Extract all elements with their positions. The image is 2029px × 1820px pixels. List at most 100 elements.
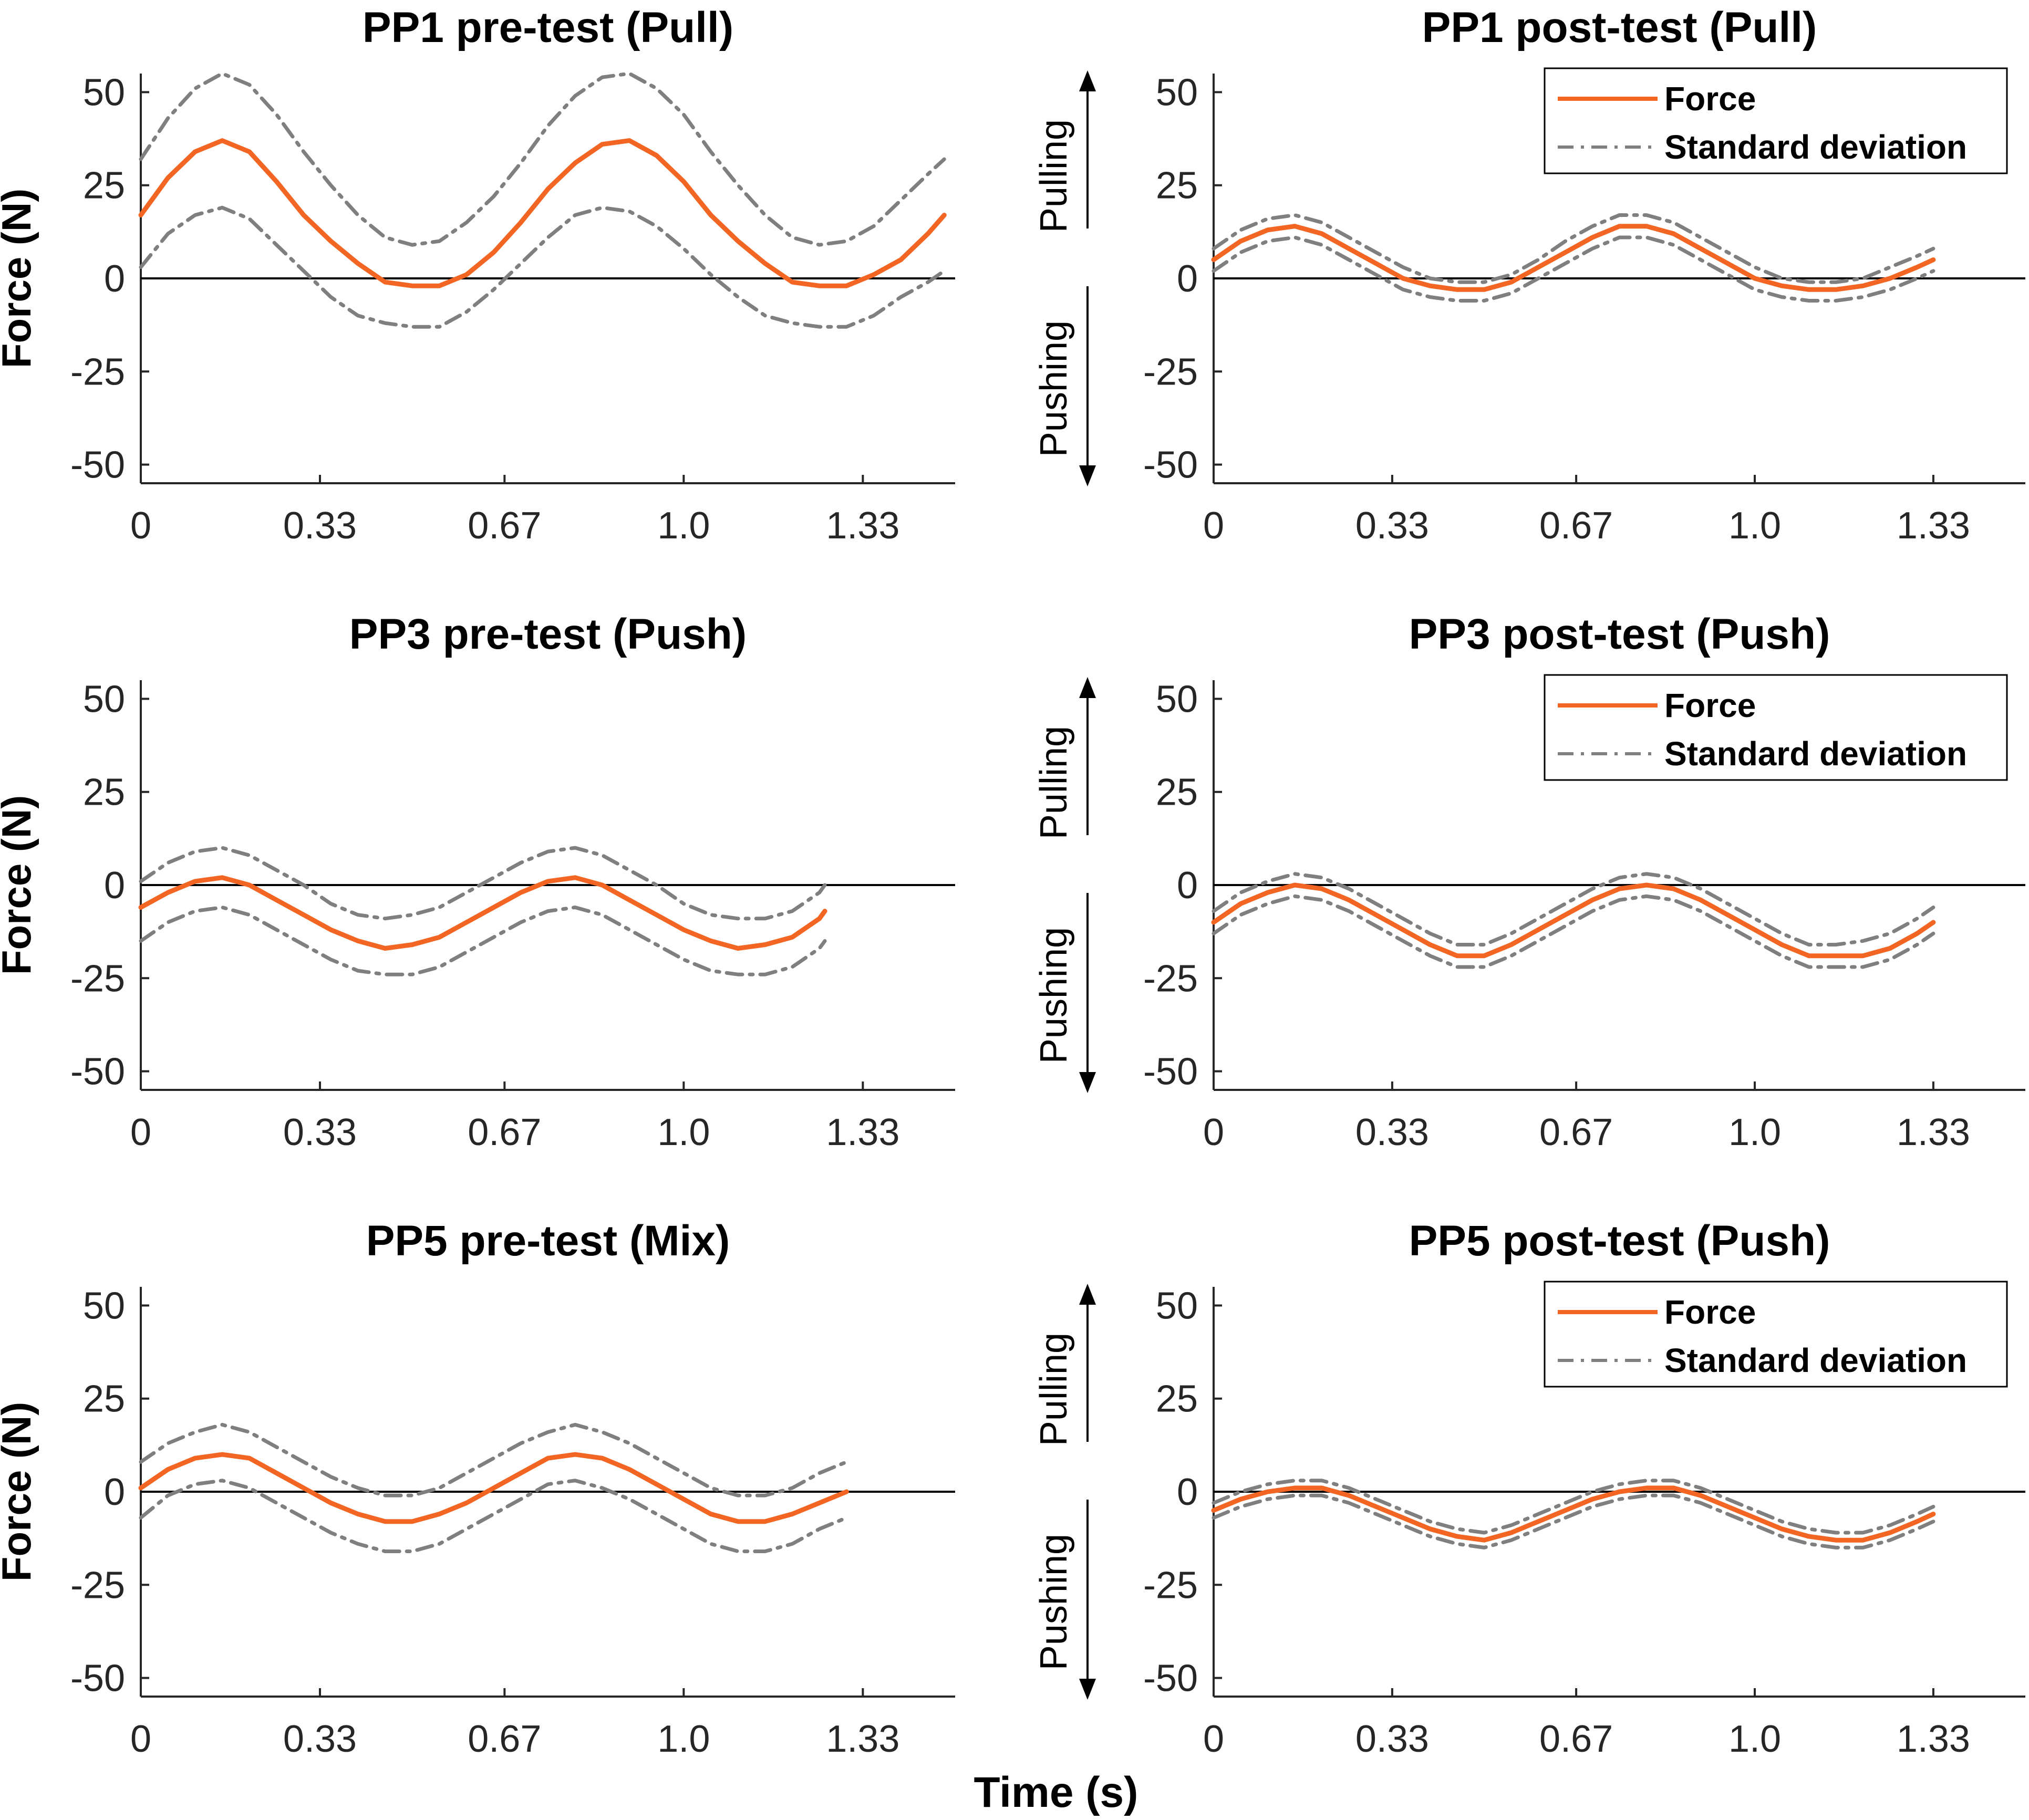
- legend-label-force: Force: [1664, 1293, 1756, 1331]
- y-tick-label: 0: [1177, 865, 1198, 907]
- y-tick-label: -25: [1143, 1564, 1198, 1606]
- arrow-down-icon: [1079, 1072, 1096, 1093]
- y-tick-label: 50: [1156, 1285, 1198, 1327]
- chart-title: PP1 post-test (Pull): [1422, 4, 1817, 51]
- legend-label-force: Force: [1664, 80, 1756, 118]
- y-tick-label: -25: [70, 351, 125, 393]
- x-tick-label: 0.67: [1539, 1111, 1613, 1153]
- x-tick-label: 0.33: [1355, 1111, 1429, 1153]
- x-tick-label: 0.67: [468, 505, 541, 547]
- series-line-std-1: [1212, 1479, 1935, 1535]
- series-line-std-1: [139, 846, 827, 921]
- x-tick-label: 1.0: [1728, 1718, 1781, 1760]
- y-tick-label: 0: [104, 1471, 125, 1513]
- arrow-up-icon: [1079, 70, 1096, 91]
- series-line-std-2: [139, 906, 827, 976]
- legend-box: [1544, 674, 2008, 781]
- x-tick-label: 0.33: [283, 505, 357, 547]
- x-tick-label: 1.33: [826, 1111, 899, 1153]
- y-axis-label: Force (N): [0, 189, 39, 368]
- y-tick-label: 25: [1156, 165, 1198, 207]
- x-tick-label: 1.0: [657, 505, 710, 547]
- x-tick-label: 0: [1203, 1718, 1224, 1760]
- y-tick-label: 50: [1156, 678, 1198, 720]
- y-tick-label: -50: [1143, 1658, 1198, 1700]
- x-tick-label: 0.33: [283, 1111, 357, 1153]
- arrow-up-icon: [1079, 1284, 1096, 1305]
- y-tick-label: 50: [83, 71, 125, 113]
- series-line-std-1: [1212, 872, 1935, 947]
- x-tick-label: 0: [1203, 505, 1224, 547]
- series-line-std-1: [139, 71, 946, 247]
- y-tick-label: -25: [70, 1564, 125, 1606]
- x-tick-label: 1.33: [1897, 1111, 1970, 1153]
- chart-title: PP5 pre-test (Mix): [366, 1217, 730, 1265]
- legend-label-force: Force: [1664, 687, 1756, 724]
- chart-title: PP5 post-test (Push): [1409, 1217, 1830, 1265]
- x-tick-label: 0.67: [468, 1718, 541, 1760]
- legend-label-std: Standard deviation: [1664, 128, 1967, 166]
- series-line-force: [1211, 1485, 1936, 1543]
- legend-box: [1544, 67, 2008, 174]
- y-axis-label: Force (N): [0, 1402, 39, 1582]
- x-tick-label: 0.33: [1355, 505, 1429, 547]
- series-line-std-1: [1212, 213, 1935, 284]
- x-tick-label: 0: [130, 1718, 151, 1760]
- x-tick-label: 0.67: [468, 1111, 541, 1153]
- arrow-down-icon: [1079, 465, 1096, 486]
- y-tick-label: -25: [1143, 958, 1198, 1000]
- x-tick-label: 1.33: [826, 1718, 899, 1760]
- y-tick-label: 25: [83, 1378, 125, 1420]
- x-tick-label: 0: [130, 505, 151, 547]
- y-tick-label: -25: [1143, 351, 1198, 393]
- chart-title: PP3 post-test (Push): [1409, 610, 1830, 658]
- x-tick-label: 0: [130, 1111, 151, 1153]
- figure-xlabel: Time (s): [974, 1769, 1138, 1816]
- x-tick-label: 0.67: [1539, 505, 1613, 547]
- y-tick-label: 25: [1156, 772, 1198, 814]
- y-tick-label: 0: [1177, 258, 1198, 300]
- series-line-std-2: [139, 205, 946, 329]
- y-tick-label: 0: [104, 865, 125, 907]
- y-tick-label: -50: [70, 444, 125, 486]
- series-line-force: [138, 138, 947, 288]
- x-tick-label: 1.0: [1728, 1111, 1781, 1153]
- x-tick-label: 1.33: [1897, 505, 1970, 547]
- series-line-force: [138, 875, 827, 951]
- x-tick-label: 1.0: [657, 1111, 710, 1153]
- y-tick-label: 50: [83, 678, 125, 720]
- y-axis-label: Force (N): [0, 795, 39, 975]
- y-tick-label: 50: [83, 1285, 125, 1327]
- series-line-std-2: [139, 1479, 848, 1553]
- y-tick-label: 0: [104, 258, 125, 300]
- y-tick-label: -25: [70, 958, 125, 1000]
- x-tick-label: 0.33: [1355, 1718, 1429, 1760]
- pulling-label: Pulling: [1033, 726, 1075, 839]
- x-tick-label: 1.33: [1897, 1718, 1970, 1760]
- series-line-std-2: [1212, 894, 1935, 969]
- pushing-label: Pushing: [1033, 927, 1075, 1064]
- arrow-down-icon: [1079, 1679, 1096, 1700]
- chart-title: PP3 pre-test (Push): [349, 610, 747, 658]
- legend-box: [1544, 1281, 2008, 1388]
- series-line-force: [1211, 224, 1936, 292]
- y-tick-label: -50: [1143, 1051, 1198, 1093]
- y-tick-label: 25: [83, 772, 125, 814]
- pulling-label: Pulling: [1033, 119, 1075, 233]
- series-line-force: [138, 1452, 849, 1524]
- y-tick-label: -50: [1143, 444, 1198, 486]
- chart-title: PP1 pre-test (Pull): [363, 4, 733, 51]
- y-tick-label: 50: [1156, 71, 1198, 113]
- y-tick-label: 25: [83, 165, 125, 207]
- pushing-label: Pushing: [1033, 1534, 1075, 1670]
- x-tick-label: 0.33: [283, 1718, 357, 1760]
- x-tick-label: 0.67: [1539, 1718, 1613, 1760]
- series-line-force: [1211, 882, 1936, 959]
- series-line-std-2: [1212, 1493, 1935, 1549]
- x-tick-label: 1.0: [657, 1718, 710, 1760]
